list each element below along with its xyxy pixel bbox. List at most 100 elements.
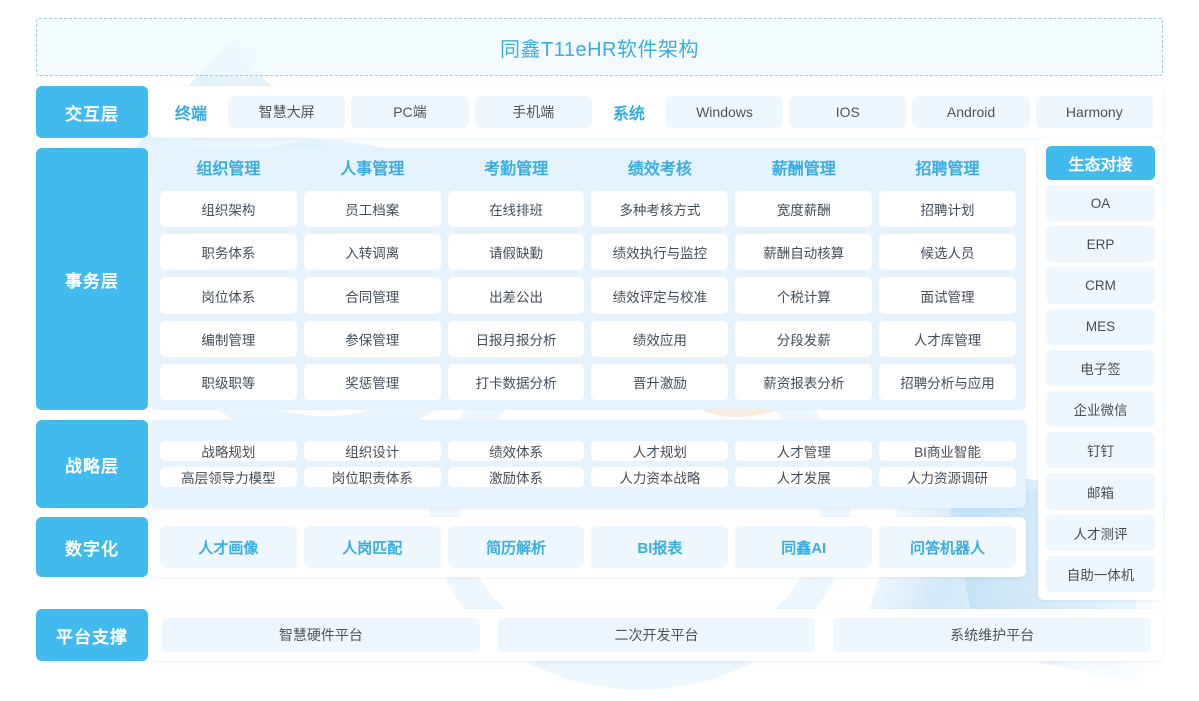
strategy-layer-row: 战略层 战略规划 高层领导力模型 组织设计 岗位职责体系 绩效体系 激励体系 [36, 420, 1026, 508]
business-cell[interactable]: 薪资报表分析 [735, 363, 873, 401]
business-cell[interactable]: 薪酬自动核算 [735, 234, 873, 271]
business-column-head: 绩效考核 [627, 161, 692, 178]
business-cell[interactable]: 请假缺勤 [447, 234, 585, 271]
digital-cell-resume-parse[interactable]: 简历解析 [447, 526, 585, 568]
ecosystem-item-dingtalk[interactable]: 钉钉 [1046, 432, 1155, 469]
business-cell[interactable]: 组织架构 [160, 191, 297, 228]
business-cell[interactable]: 晋升激励 [591, 363, 729, 401]
business-column-head: 考勤管理 [484, 161, 549, 178]
middle-block: 事务层 组织管理 组织架构 职务体系 岗位体系 编制管理 职级职等 人事管理 [36, 138, 1163, 600]
strategy-cell[interactable]: 人才发展 [735, 467, 873, 487]
group-head-terminal: 终端 [174, 106, 207, 123]
business-column-attendance: 考勤管理 在线排班 请假缺勤 出差公出 日报月报分析 打卡数据分析 [447, 156, 585, 401]
strategy-cell[interactable]: 组织设计 [303, 441, 441, 461]
strategy-cell[interactable]: 人才规划 [591, 441, 729, 461]
platform-cell-secondary-dev[interactable]: 二次开发平台 [497, 618, 816, 652]
business-cell[interactable]: 参保管理 [303, 320, 441, 357]
ecosystem-item-kiosk[interactable]: 自助一体机 [1046, 555, 1155, 593]
business-cell[interactable]: 职级职等 [160, 363, 297, 401]
strategy-column: 绩效体系 激励体系 [447, 441, 585, 487]
ecosystem-column: 生态对接 OA ERP CRM MES 电子签 企业微信 钉钉 邮箱 人才测评 … [1038, 138, 1163, 600]
platform-cell-hardware[interactable]: 智慧硬件平台 [162, 618, 480, 652]
business-cell[interactable]: 绩效执行与监控 [591, 234, 729, 271]
strategy-layer-body: 战略规划 高层领导力模型 组织设计 岗位职责体系 绩效体系 激励体系 人才规划 … [150, 420, 1026, 508]
digital-cell-talent-profile[interactable]: 人才画像 [160, 526, 297, 568]
business-cell[interactable]: 分段发薪 [735, 320, 873, 357]
business-column-performance: 绩效考核 多种考核方式 绩效执行与监控 绩效评定与校准 绩效应用 晋升激励 [591, 156, 729, 401]
business-cell[interactable]: 招聘计划 [879, 191, 1016, 228]
strategy-column: 人才规划 人力资本战略 [591, 441, 729, 487]
business-cell[interactable]: 打卡数据分析 [447, 363, 585, 401]
strategy-cell[interactable]: BI商业智能 [879, 441, 1016, 461]
chip-smart-screen[interactable]: 智慧大屏 [228, 96, 346, 128]
business-cell[interactable]: 招聘分析与应用 [879, 363, 1016, 401]
business-cell[interactable]: 岗位体系 [160, 277, 297, 314]
strategy-column: 战略规划 高层领导力模型 [160, 441, 297, 487]
business-cell[interactable]: 奖惩管理 [303, 363, 441, 401]
strategy-cell[interactable]: 高层领导力模型 [160, 467, 297, 487]
business-cell[interactable]: 绩效评定与校准 [591, 277, 729, 314]
strategy-cell[interactable]: 人才管理 [735, 441, 873, 461]
business-cell[interactable]: 员工档案 [303, 191, 441, 228]
business-cell[interactable]: 日报月报分析 [447, 320, 585, 357]
title-banner: 同鑫T11eHR软件架构 [36, 18, 1163, 76]
strategy-cell[interactable]: 岗位职责体系 [303, 467, 441, 487]
business-cell[interactable]: 在线排班 [447, 191, 585, 228]
strategy-cell[interactable]: 人力资源调研 [879, 467, 1016, 487]
business-cell[interactable]: 宽度薪酬 [735, 191, 873, 228]
digital-cell-job-match[interactable]: 人岗匹配 [303, 526, 441, 568]
platform-cell-maintenance[interactable]: 系统维护平台 [833, 618, 1152, 652]
interaction-layer-body: 终端 智慧大屏 PC端 手机端 系统 Windows IOS Android H… [150, 86, 1163, 138]
layer-label-business: 事务层 [36, 148, 148, 410]
layer-label-interaction: 交互层 [36, 86, 148, 138]
strategy-cell[interactable]: 激励体系 [447, 467, 585, 487]
business-cell[interactable]: 多种考核方式 [591, 191, 729, 228]
digital-cell-ai[interactable]: 同鑫AI [735, 526, 873, 568]
digital-cell-chatbot[interactable]: 问答机器人 [879, 526, 1016, 568]
layer-label-digital: 数字化 [36, 517, 148, 577]
chip-android[interactable]: Android [912, 96, 1030, 128]
platform-layer-row: 平台支撑 智慧硬件平台 二次开发平台 系统维护平台 [36, 609, 1163, 661]
chip-windows[interactable]: Windows [665, 96, 784, 128]
business-cell[interactable]: 合同管理 [303, 277, 441, 314]
ecosystem-item-mes[interactable]: MES [1046, 308, 1155, 345]
strategy-column: BI商业智能 人力资源调研 [879, 441, 1016, 487]
chip-pc[interactable]: PC端 [351, 96, 469, 128]
chip-mobile[interactable]: 手机端 [474, 96, 592, 128]
business-layer-panel: 组织管理 组织架构 职务体系 岗位体系 编制管理 职级职等 人事管理 员工档案 … [150, 148, 1026, 410]
business-cell[interactable]: 人才库管理 [879, 320, 1016, 357]
business-cell[interactable]: 个税计算 [735, 277, 873, 314]
business-column-head: 组织管理 [196, 161, 261, 178]
ecosystem-item-esign[interactable]: 电子签 [1046, 349, 1155, 387]
strategy-cell[interactable]: 战略规划 [160, 441, 297, 461]
business-cell[interactable]: 入转调离 [303, 234, 441, 271]
ecosystem-item-erp[interactable]: ERP [1046, 226, 1155, 263]
ecosystem-item-email[interactable]: 邮箱 [1046, 473, 1155, 510]
platform-layer-body: 智慧硬件平台 二次开发平台 系统维护平台 [150, 609, 1163, 661]
chip-ios[interactable]: IOS [789, 96, 907, 128]
ecosystem-item-wework[interactable]: 企业微信 [1046, 391, 1155, 428]
business-cell[interactable]: 出差公出 [447, 277, 585, 314]
layer-label-platform: 平台支撑 [36, 609, 148, 661]
business-cell[interactable]: 编制管理 [160, 320, 297, 357]
ecosystem-item-assessment[interactable]: 人才测评 [1046, 514, 1155, 551]
business-column-head: 招聘管理 [915, 161, 980, 178]
digital-cell-bi-report[interactable]: BI报表 [591, 526, 729, 568]
business-column-organization: 组织管理 组织架构 职务体系 岗位体系 编制管理 职级职等 [160, 156, 297, 401]
business-cell[interactable]: 面试管理 [879, 277, 1016, 314]
middle-left-stack: 事务层 组织管理 组织架构 职务体系 岗位体系 编制管理 职级职等 人事管理 [36, 138, 1026, 577]
ecosystem-item-crm[interactable]: CRM [1046, 267, 1155, 304]
digital-layer-row: 数字化 人才画像 人岗匹配 简历解析 BI报表 同鑫AI 问答机器人 [36, 517, 1026, 577]
business-cell[interactable]: 候选人员 [879, 234, 1016, 271]
group-head-system: 系统 [612, 106, 645, 123]
business-column-personnel: 人事管理 员工档案 入转调离 合同管理 参保管理 奖惩管理 [303, 156, 441, 401]
business-column-head: 薪酬管理 [771, 161, 836, 178]
business-cell[interactable]: 职务体系 [160, 234, 297, 271]
ecosystem-item-oa[interactable]: OA [1046, 185, 1155, 222]
business-cell[interactable]: 绩效应用 [591, 320, 729, 357]
chip-harmony[interactable]: Harmony [1035, 96, 1153, 128]
strategy-cell[interactable]: 人力资本战略 [591, 467, 729, 487]
business-column-head: 人事管理 [340, 161, 405, 178]
business-column-compensation: 薪酬管理 宽度薪酬 薪酬自动核算 个税计算 分段发薪 薪资报表分析 [735, 156, 873, 401]
strategy-cell[interactable]: 绩效体系 [447, 441, 585, 461]
